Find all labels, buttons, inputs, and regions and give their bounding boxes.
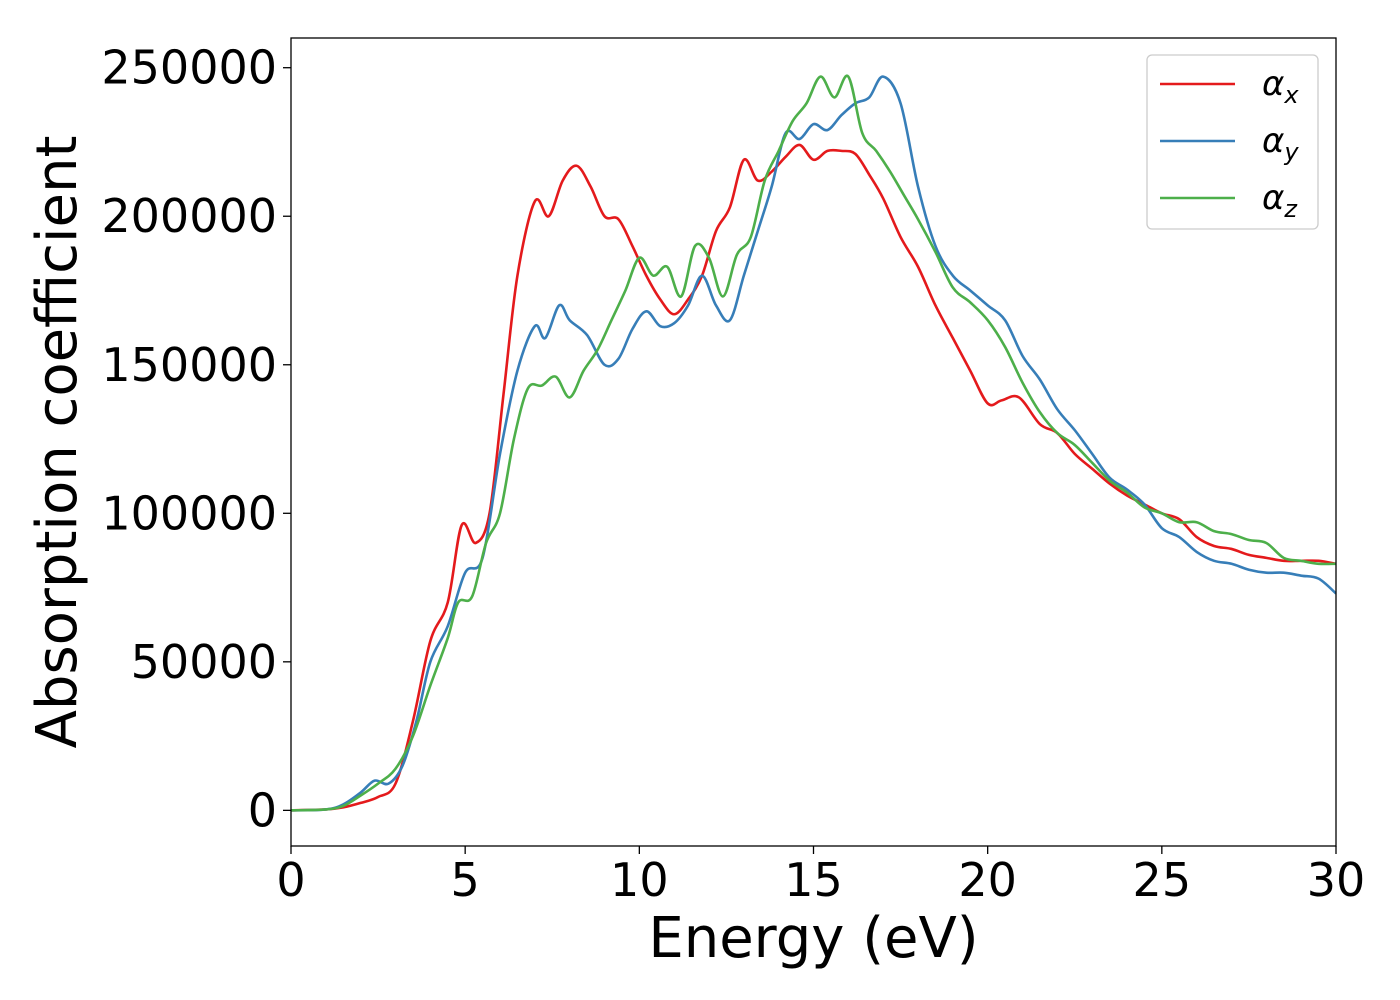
y-axis-ticks: 0 50000 100000 150000 200000 250000 — [101, 41, 291, 837]
legend-label-base: α — [1262, 64, 1284, 104]
y-tick-label: 250000 — [101, 41, 277, 95]
series-line-z — [291, 74, 1336, 812]
y-tick-label: 200000 — [101, 189, 277, 243]
x-tick-label: 10 — [610, 853, 669, 907]
x-axis-label: Energy (eV) — [648, 906, 978, 971]
y-tick-label: 50000 — [131, 635, 277, 689]
y-axis-label: Absorption coefficient — [25, 136, 90, 749]
legend-label-base: α — [1262, 121, 1284, 161]
x-tick-label: 20 — [958, 853, 1017, 907]
legend-label-base: α — [1262, 178, 1284, 218]
x-tick-label: 15 — [784, 853, 843, 907]
x-tick-label: 0 — [276, 853, 305, 907]
legend-label-subscript: y — [1283, 138, 1299, 166]
x-tick-label: 25 — [1133, 853, 1192, 907]
y-tick-label: 150000 — [101, 338, 277, 392]
series-layer — [291, 74, 1336, 812]
legend-label-z: αz — [1262, 178, 1298, 223]
x-tick-label: 5 — [451, 853, 480, 907]
legend-label-x: αx — [1262, 64, 1299, 109]
legend-label-y: αy — [1262, 121, 1299, 166]
legend-label-subscript: z — [1283, 195, 1298, 223]
x-axis-ticks: 0 5 10 15 20 25 30 — [276, 846, 1365, 907]
y-tick-label: 100000 — [101, 486, 277, 540]
series-line-x — [291, 143, 1336, 812]
x-tick-label: 30 — [1307, 853, 1366, 907]
legend-label-subscript: x — [1283, 81, 1299, 109]
y-tick-label: 0 — [248, 783, 277, 837]
